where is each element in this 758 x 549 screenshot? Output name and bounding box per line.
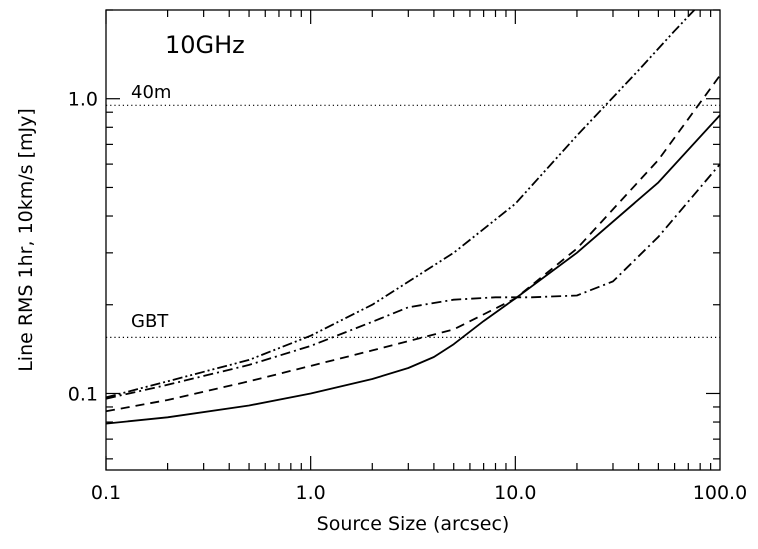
reference-label-40m: 40m [131,82,171,103]
data-series [105,9,721,425]
axis-ticks [105,9,720,470]
series-line-dash-dot-dot [105,9,696,399]
y-tick-label: 0.1 [68,383,98,405]
chart-title: 10GHz [165,31,245,59]
x-axis-title: Source Size (arcsec) [317,513,510,535]
tick-labels: 0.1 1.0 10.0 100.0 0.1 1.0 [68,89,747,504]
x-tick-label: 0.1 [91,482,121,504]
reference-lines [106,104,720,338]
y-tick-label: 1.0 [68,89,98,111]
series-line-solid [105,114,721,425]
series-line-dash-dot [105,163,721,400]
x-tick-label: 10.0 [494,482,536,504]
series-line-dashed [105,74,721,413]
y-axis-title: Line RMS 1hr, 10km/s [mJy] [15,108,37,372]
x-tick-label: 100.0 [693,482,747,504]
x-tick-label: 1.0 [296,482,326,504]
plot-frame [105,9,721,471]
reference-label-gbt: GBT [131,311,169,332]
